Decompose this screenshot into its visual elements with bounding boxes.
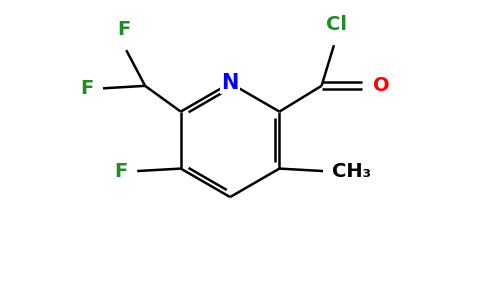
Text: CH₃: CH₃ [332,162,371,181]
Text: O: O [373,76,390,95]
Text: F: F [114,162,127,181]
Text: F: F [117,20,130,39]
Text: Cl: Cl [326,15,347,34]
Text: F: F [80,79,93,98]
Text: N: N [221,73,239,93]
